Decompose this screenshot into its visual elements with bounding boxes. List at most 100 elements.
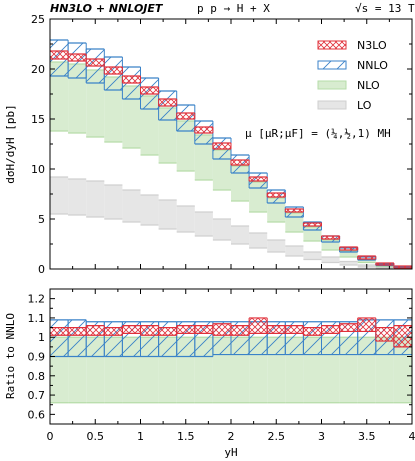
main-n3lo-box	[285, 209, 304, 212]
main-n3lo-box	[212, 143, 231, 149]
main-band-lo-bin	[104, 184, 123, 220]
main-n3lo-box	[140, 87, 159, 94]
ratio-ytick-label: 1.1	[28, 312, 46, 325]
legend-item-lo: LO	[317, 99, 372, 112]
main-band-n3lo-bin	[140, 86, 160, 95]
ratio-nnlo-box	[68, 319, 87, 357]
main-frame	[49, 18, 413, 270]
main-nlo-box	[321, 240, 340, 250]
main-band-lo-bin	[303, 251, 322, 261]
main-band-lo-bin	[50, 176, 69, 215]
legend-swatch-nlo	[317, 80, 347, 90]
main-band-n3lo-bin	[212, 142, 232, 150]
ratio-ytick-label: 0.9	[28, 351, 46, 364]
main-nlo-box	[249, 182, 268, 212]
main-nlo-box	[357, 259, 376, 263]
main-bands	[49, 39, 413, 270]
ratio-n3lo-box	[104, 327, 123, 336]
ratio-band-n3lo-bin	[85, 325, 105, 336]
main-n3lo-box	[86, 59, 105, 66]
header-process: p p → H + X	[197, 2, 270, 15]
main-band-lo-bin	[176, 205, 195, 233]
main-n3lo-box	[249, 177, 268, 181]
ratio-band-nnlo-bin	[49, 319, 69, 358]
ratio-band-n3lo-bin	[49, 326, 69, 336]
main-n3lo-box	[303, 223, 322, 226]
ratio-band-n3lo-bin	[121, 325, 141, 334]
main-lo-box	[303, 252, 322, 260]
main-band-lo-bin	[267, 239, 286, 253]
main-nlo-box	[194, 135, 213, 180]
ratio-ytick-label: 0.6	[28, 408, 46, 421]
main-nlo-box	[212, 150, 231, 190]
main-band-n3lo-bin	[393, 265, 413, 269]
main-nlo-box	[285, 213, 304, 232]
main-band-n3lo-bin	[266, 192, 286, 198]
main-n3lo-box	[194, 127, 213, 133]
main-lo-box	[321, 257, 340, 263]
ratio-band-n3lo-bin	[375, 326, 395, 342]
main-band-n3lo-bin	[321, 235, 341, 240]
main-band-n3lo-bin	[248, 176, 268, 182]
main-n3lo-box	[122, 76, 141, 83]
main-lo-box	[86, 181, 105, 217]
main-ytick-label: 15	[31, 113, 45, 126]
ratio-xtick-label: 2.5	[268, 430, 286, 443]
main-nlo-box	[86, 70, 105, 137]
ratio-n3lo-box	[86, 325, 105, 336]
main-band-n3lo-bin	[103, 66, 123, 75]
ratio-n3lo-box	[375, 327, 394, 342]
main-nlo-box	[231, 166, 250, 201]
main-lo-box	[285, 246, 304, 256]
main-ytick-label: 25	[31, 13, 45, 26]
ratio-band-n3lo-bin	[212, 323, 232, 336]
main-band-lo-bin	[68, 178, 87, 216]
main-nlo-box	[104, 77, 123, 142]
ratio-xtick-label: 3.5	[358, 430, 376, 443]
main-band-n3lo-bin	[49, 50, 69, 60]
main-nlo-box	[50, 62, 69, 131]
legend-item-n3lo: N3LO	[317, 39, 387, 52]
ratio-band-n3lo-bin	[176, 325, 196, 334]
main-band-lo-bin	[122, 189, 141, 223]
ratio-xtick-label: 0.5	[87, 430, 105, 443]
main-n3lo-box	[375, 263, 394, 265]
main-band-n3lo-bin	[339, 246, 359, 251]
main-band-n3lo-bin	[302, 222, 322, 227]
main-lo-box	[267, 240, 286, 252]
ratio-ylabel: Ratio to NNLO	[4, 313, 17, 399]
main-band-lo-bin	[339, 260, 358, 266]
main-n3lo-box	[321, 236, 340, 239]
main-band-lo-bin	[321, 256, 340, 264]
main-ytick-label: 10	[31, 163, 45, 176]
ratio-nnlo-box	[50, 319, 69, 357]
ratio-band-n3lo-bin	[140, 325, 160, 336]
ratio-n3lo-box	[339, 323, 358, 332]
ratio-band-n3lo-bin	[284, 325, 304, 334]
legend-item-nlo: NLO	[317, 79, 380, 92]
ratio-band-n3lo-bin	[393, 325, 413, 348]
main-band-n3lo-bin	[121, 75, 141, 84]
ratio-xtick-label: 2	[228, 430, 235, 443]
main-band-n3lo-bin	[230, 159, 250, 166]
legend-label-n3lo: N3LO	[357, 39, 387, 52]
ratio-n3lo-box	[68, 327, 87, 336]
main-band-lo-bin	[194, 211, 213, 237]
ratio-xtick-label: 1	[137, 430, 144, 443]
main-n3lo-box	[158, 99, 177, 106]
legend-label-nlo: NLO	[357, 79, 380, 92]
ratio-band-n3lo-bin	[248, 317, 268, 334]
legend: N3LO NNLO NLO LO	[317, 39, 388, 112]
main-nlo-box	[339, 251, 358, 257]
ratio-band-n3lo-bin	[230, 325, 250, 336]
ratio-n3lo-box	[303, 327, 322, 336]
legend-swatch-n3lo	[317, 40, 347, 50]
main-lo-box	[212, 219, 231, 240]
ratio-band-nnlo-bin	[302, 321, 322, 356]
header-left: HN3LO + NNLOJET	[50, 2, 164, 15]
header-energy: √s = 13 TeV	[355, 2, 415, 15]
main-lo-box	[140, 195, 159, 225]
ratio-ytick-label: 1.2	[28, 293, 46, 306]
main-n3lo-box	[357, 256, 376, 259]
ratio-n3lo-box	[176, 325, 195, 334]
